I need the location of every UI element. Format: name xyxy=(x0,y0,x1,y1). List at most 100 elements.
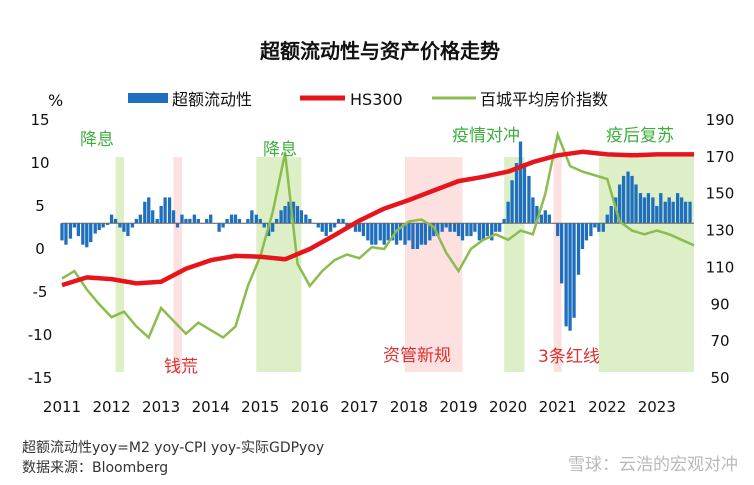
excess-liquidity-bar xyxy=(490,223,494,241)
left-tick-label: -5 xyxy=(33,283,48,301)
left-axis-ticks: 15 10 5 0 -5 -10 -15 xyxy=(28,111,53,387)
excess-liquidity-bar xyxy=(130,223,135,228)
excess-liquidity-bar xyxy=(403,223,407,245)
excess-liquidity-bar xyxy=(679,197,684,224)
excess-liquidity-bar xyxy=(597,223,601,232)
excess-liquidity-bar xyxy=(559,223,564,284)
right-tick-label: 110 xyxy=(706,258,735,276)
excess-liquidity-bar xyxy=(209,214,213,224)
excess-liquidity-bar xyxy=(407,223,411,241)
left-tick-label: -15 xyxy=(28,369,53,387)
excess-liquidity-bar xyxy=(291,201,296,224)
x-tick-label: 2018 xyxy=(390,398,428,416)
right-tick-label: 70 xyxy=(710,332,729,350)
excess-liquidity-bar xyxy=(663,201,667,224)
excess-liquidity-bar xyxy=(498,223,502,232)
excess-liquidity-bar xyxy=(361,223,366,237)
excess-liquidity-bar xyxy=(316,223,320,228)
left-tick-label: 10 xyxy=(30,154,49,172)
excess-liquidity-bar xyxy=(634,184,638,224)
excess-liquidity-bar xyxy=(109,214,114,224)
excess-liquidity-bar xyxy=(113,218,118,224)
excess-liquidity-bar xyxy=(374,223,378,245)
excess-liquidity-bar xyxy=(593,223,597,228)
excess-liquidity-bar xyxy=(171,210,176,224)
excess-liquidity-bar xyxy=(81,223,85,245)
footnote-source: 数据来源：Bloomberg xyxy=(22,460,168,476)
excess-liquidity-bar xyxy=(572,223,576,318)
excess-liquidity-bar xyxy=(394,223,399,245)
excess-liquidity-bar xyxy=(448,223,452,232)
excess-liquidity-bar xyxy=(378,223,382,241)
excess-liquidity-bar xyxy=(564,223,568,327)
excess-liquidity-bar xyxy=(274,218,279,224)
excess-liquidity-bar xyxy=(93,223,97,234)
excess-liquidity-bar xyxy=(159,206,163,224)
excess-liquidity-bar xyxy=(320,223,324,232)
excess-liquidity-bar xyxy=(184,218,188,224)
excess-liquidity-bar xyxy=(477,223,482,241)
excess-liquidity-bar xyxy=(143,201,147,224)
excess-liquidity-bar xyxy=(221,223,225,228)
excess-liquidity-bar xyxy=(341,218,345,224)
excess-liquidity-bar xyxy=(506,201,510,224)
excess-liquidity-bar xyxy=(295,206,300,224)
x-tick-label: 2015 xyxy=(241,398,279,416)
right-tick-label: 150 xyxy=(706,185,735,203)
right-tick-label: 50 xyxy=(710,369,729,387)
right-tick-label: 190 xyxy=(706,111,735,129)
x-tick-label: 2019 xyxy=(439,398,477,416)
chart-title: 超额流动性与资产价格走势 xyxy=(259,39,500,63)
excess-liquidity-bar xyxy=(436,223,440,237)
excess-liquidity-bar xyxy=(576,223,581,275)
legend-swatch-excess-liquidity xyxy=(128,93,168,103)
excess-liquidity-bar xyxy=(440,223,444,232)
excess-liquidity-bar xyxy=(336,218,341,224)
excess-liquidity-bar xyxy=(126,223,130,237)
annotation-label: 疫情对冲 xyxy=(452,126,520,146)
excess-liquidity-bar xyxy=(324,223,328,237)
excess-liquidity-bar xyxy=(89,223,93,243)
excess-liquidity-bar xyxy=(485,223,489,237)
excess-liquidity-bar xyxy=(514,163,519,224)
shaded-period-5 xyxy=(553,157,562,372)
excess-liquidity-bar xyxy=(518,141,523,224)
excess-liquidity-bar xyxy=(667,197,671,224)
excess-liquidity-bar xyxy=(167,197,172,224)
excess-liquidity-bar xyxy=(527,175,531,224)
excess-liquidity-bar xyxy=(460,223,465,241)
excess-liquidity-bar xyxy=(250,210,254,224)
excess-liquidity-bar xyxy=(494,223,498,232)
excess-liquidity-bar xyxy=(473,223,477,232)
excess-liquidity-bar xyxy=(147,197,151,224)
right-tick-label: 170 xyxy=(706,148,735,166)
excess-liquidity-bars xyxy=(60,141,692,331)
excess-liquidity-bar xyxy=(415,223,420,249)
excess-liquidity-bar xyxy=(638,193,643,224)
excess-liquidity-bar xyxy=(68,223,73,239)
excess-liquidity-bar xyxy=(651,197,655,224)
excess-liquidity-bar xyxy=(138,214,142,224)
left-tick-label: 5 xyxy=(35,197,45,215)
excess-liquidity-bar xyxy=(683,201,688,224)
excess-liquidity-bar xyxy=(192,214,197,224)
excess-liquidity-bar xyxy=(262,223,266,228)
shaded-period-0 xyxy=(115,157,124,372)
excess-liquidity-bar xyxy=(118,223,122,228)
excess-liquidity-bar xyxy=(605,214,609,224)
left-axis-unit: % xyxy=(48,91,63,110)
x-axis-ticks: 2011 2012 2013 2014 2015 2016 2017 2018 2019 2020… xyxy=(43,398,676,416)
excess-liquidity-bar xyxy=(76,223,81,237)
excess-liquidity-bar xyxy=(329,223,333,232)
excess-liquidity-bar xyxy=(617,184,622,224)
excess-liquidity-bar xyxy=(510,180,514,224)
excess-liquidity-bar xyxy=(246,218,250,224)
x-tick-label: 2021 xyxy=(539,398,577,416)
excess-liquidity-bar xyxy=(233,214,238,224)
excess-liquidity-bar xyxy=(411,223,415,249)
excess-liquidity-bar xyxy=(287,201,291,224)
excess-liquidity-bar xyxy=(122,223,126,232)
excess-liquidity-bar xyxy=(390,223,395,241)
excess-liquidity-bar xyxy=(180,214,184,224)
excess-liquidity-bar xyxy=(428,223,432,241)
